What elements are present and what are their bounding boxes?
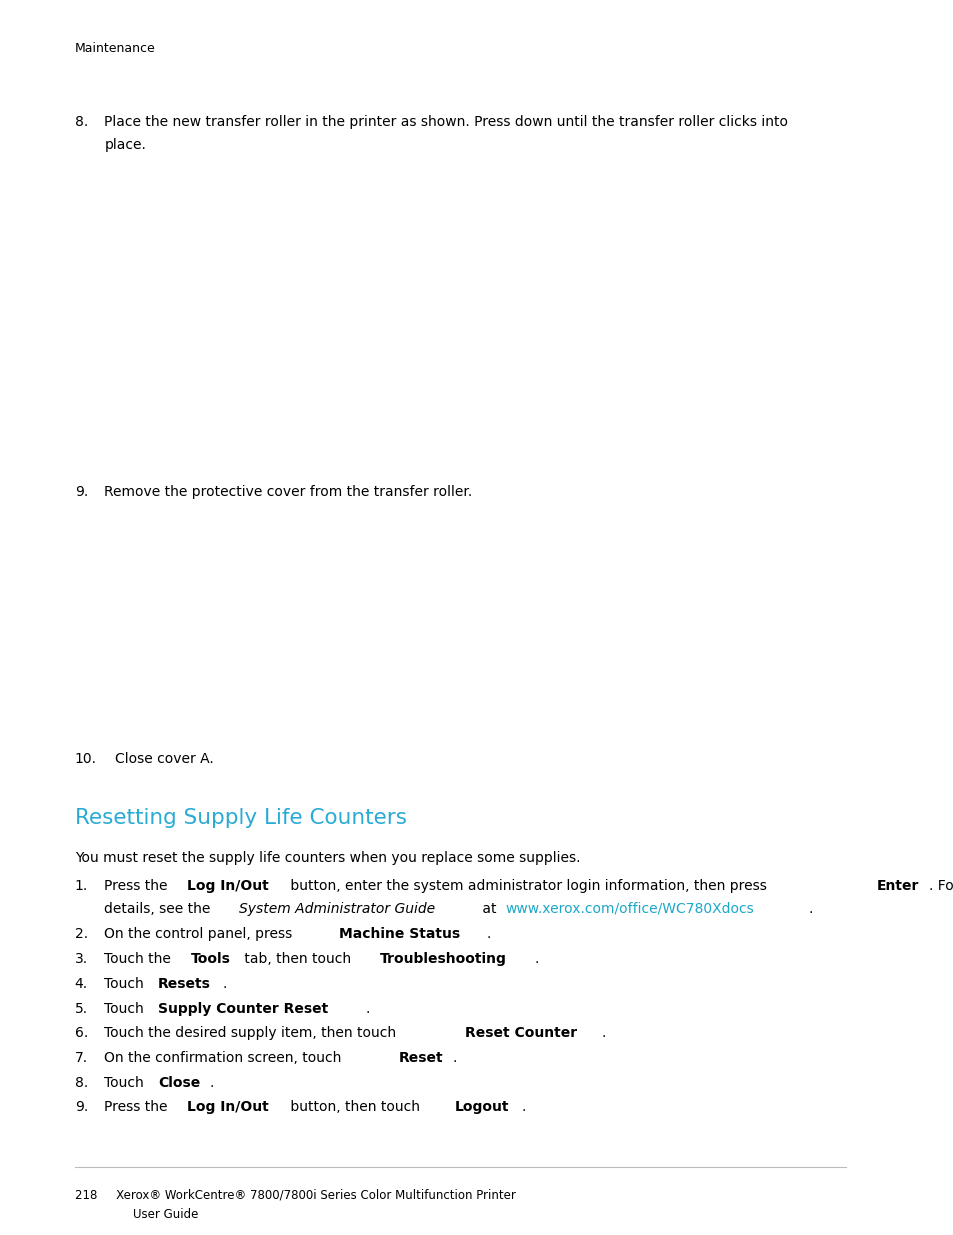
Text: System Administrator Guide: System Administrator Guide [239, 902, 435, 915]
Text: Resetting Supply Life Counters: Resetting Supply Life Counters [74, 808, 406, 827]
Text: 9.: 9. [74, 485, 88, 499]
Text: button, enter the system administrator login information, then press: button, enter the system administrator l… [286, 879, 771, 893]
Text: On the control panel, press: On the control panel, press [104, 927, 296, 941]
Text: 6.: 6. [74, 1026, 88, 1040]
Text: Close: Close [158, 1076, 200, 1089]
Text: 10.: 10. [74, 752, 96, 766]
Text: 2.: 2. [74, 927, 88, 941]
Text: 218     Xerox® WorkCentre® 7800/7800i Series Color Multifunction Printer: 218 Xerox® WorkCentre® 7800/7800i Series… [74, 1188, 515, 1202]
Text: Supply Counter Reset: Supply Counter Reset [158, 1002, 328, 1015]
Text: 3.: 3. [74, 952, 88, 966]
Text: Machine Status: Machine Status [338, 927, 459, 941]
Text: place.: place. [104, 138, 146, 152]
Text: Reset Counter: Reset Counter [465, 1026, 577, 1040]
Text: Enter: Enter [876, 879, 919, 893]
Text: .: . [453, 1051, 456, 1065]
Text: .: . [210, 1076, 213, 1089]
Text: Close cover A.: Close cover A. [115, 752, 213, 766]
Text: 1.: 1. [74, 879, 88, 893]
Text: .: . [486, 927, 490, 941]
Text: Press the: Press the [104, 1100, 172, 1114]
Text: 7.: 7. [74, 1051, 88, 1065]
Text: tab, then touch: tab, then touch [239, 952, 355, 966]
Bar [81, 161, 414, 451]
Text: at: at [477, 902, 500, 915]
Text: details, see the: details, see the [104, 902, 215, 915]
Text: Touch: Touch [104, 1002, 149, 1015]
Text: .: . [222, 977, 227, 990]
Text: button, then touch: button, then touch [286, 1100, 424, 1114]
Text: Touch the desired supply item, then touch: Touch the desired supply item, then touc… [104, 1026, 400, 1040]
Text: Logout: Logout [455, 1100, 509, 1114]
Text: Touch: Touch [104, 977, 149, 990]
Text: Press the: Press the [104, 879, 172, 893]
Text: Resets: Resets [158, 977, 211, 990]
Text: Touch the: Touch the [104, 952, 175, 966]
Text: . For: . For [927, 879, 953, 893]
Text: Maintenance: Maintenance [74, 42, 155, 56]
Text: 8.: 8. [74, 115, 88, 128]
Text: www.xerox.com/office/WC780Xdocs: www.xerox.com/office/WC780Xdocs [505, 902, 754, 915]
Text: .: . [520, 1100, 525, 1114]
Text: You must reset the supply life counters when you replace some supplies.: You must reset the supply life counters … [74, 851, 579, 864]
Text: User Guide: User Guide [133, 1208, 198, 1221]
Text: On the confirmation screen, touch: On the confirmation screen, touch [104, 1051, 346, 1065]
Text: .: . [807, 902, 812, 915]
Text: 9.: 9. [74, 1100, 88, 1114]
Text: Tools: Tools [191, 952, 231, 966]
Text: 8.: 8. [74, 1076, 88, 1089]
Text: Touch: Touch [104, 1076, 149, 1089]
Text: 5.: 5. [74, 1002, 88, 1015]
Text: Log In/Out: Log In/Out [187, 879, 269, 893]
Bar [409, 161, 845, 451]
Text: .: . [365, 1002, 369, 1015]
Text: .: . [534, 952, 538, 966]
Text: Place the new transfer roller in the printer as shown. Press down until the tran: Place the new transfer roller in the pri… [104, 115, 787, 128]
Text: 4.: 4. [74, 977, 88, 990]
Bar [247, 494, 639, 722]
Text: Troubleshooting: Troubleshooting [380, 952, 507, 966]
Text: Remove the protective cover from the transfer roller.: Remove the protective cover from the tra… [104, 485, 472, 499]
Text: Log In/Out: Log In/Out [187, 1100, 269, 1114]
Text: .: . [601, 1026, 605, 1040]
Text: Reset: Reset [398, 1051, 443, 1065]
